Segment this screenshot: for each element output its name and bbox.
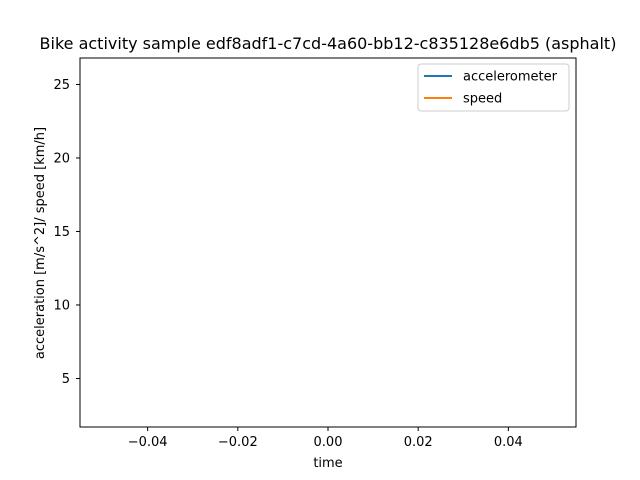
plot-area-frame bbox=[79, 57, 577, 428]
legend-label-accelerometer: accelerometer bbox=[463, 70, 558, 85]
legend: accelerometer speed bbox=[417, 63, 570, 112]
chart-title: Bike activity sample edf8adf1-c7cd-4a60-… bbox=[40, 34, 617, 53]
legend-label-speed: speed bbox=[463, 92, 502, 107]
x-tick-label: 0.00 bbox=[314, 435, 343, 450]
y-tick-label: 10 bbox=[53, 298, 70, 313]
y-tick-label: 15 bbox=[53, 225, 70, 240]
x-axis-ticks: −0.04 −0.02 0.00 0.02 0.04 bbox=[128, 427, 523, 450]
legend-box bbox=[417, 63, 570, 112]
y-axis-ticks: 5 10 15 20 25 bbox=[53, 78, 80, 387]
x-tick-label: −0.02 bbox=[218, 435, 258, 450]
y-axis-label: acceleration [m/s^2]/ speed [km/h] bbox=[33, 127, 48, 359]
y-tick-label: 20 bbox=[53, 151, 70, 166]
x-axis-label: time bbox=[313, 456, 342, 471]
x-tick-label: −0.04 bbox=[128, 435, 168, 450]
y-tick-label: 25 bbox=[53, 78, 70, 93]
x-tick-label: 0.02 bbox=[404, 435, 433, 450]
x-tick-label: 0.04 bbox=[494, 435, 523, 450]
y-tick-label: 5 bbox=[62, 372, 70, 387]
